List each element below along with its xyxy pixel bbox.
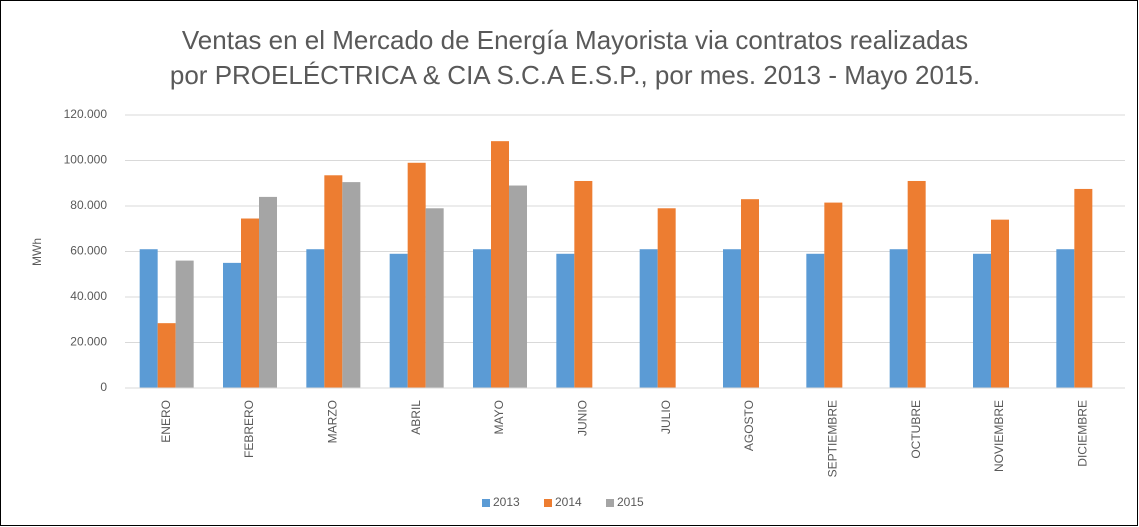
bar: [889, 249, 908, 388]
bar: [723, 249, 741, 388]
y-axis-label: MWh: [30, 238, 44, 266]
bar: [259, 196, 277, 388]
bar: [556, 253, 575, 388]
y-tick-label: 40.000: [70, 289, 107, 303]
chart-title: Ventas en el Mercado de Energía Mayorist…: [182, 25, 968, 55]
x-tick-label: JULIO: [659, 400, 673, 434]
chart-subtitle: por PROELÉCTRICA & CIA S.C.A E.S.P., por…: [170, 60, 980, 90]
y-tick-label: 80.000: [70, 198, 107, 212]
x-tick-label: MAYO: [492, 400, 506, 434]
x-tick-label: FEBRERO: [242, 400, 256, 458]
bar: [407, 162, 426, 388]
x-tick-label: DICIEMBRE: [1076, 400, 1090, 467]
y-tick-label: 20.000: [70, 335, 107, 349]
x-tick-label: OCTUBRE: [909, 400, 923, 459]
legend-label: 2013: [493, 495, 520, 509]
bar: [342, 182, 361, 388]
bar: [473, 249, 491, 388]
bar: [306, 249, 325, 388]
legend-swatch: [606, 499, 614, 507]
bar: [824, 202, 843, 388]
bar: [639, 249, 658, 388]
legend-label: 2014: [555, 495, 582, 509]
bar: [907, 180, 926, 388]
x-tick-label: JUNIO: [576, 400, 590, 436]
bar: [491, 141, 509, 388]
legend-swatch: [482, 499, 490, 507]
x-tick-label: AGOSTO: [742, 400, 756, 451]
bar: [175, 260, 194, 388]
bar: [574, 180, 593, 388]
bar: [806, 253, 825, 388]
y-tick-label: 60.000: [70, 244, 107, 258]
y-tick-label: 0: [100, 380, 107, 394]
bar: [509, 185, 527, 388]
bar: [991, 219, 1009, 388]
bar: [741, 199, 759, 388]
bar: [973, 253, 991, 388]
bar: [1074, 188, 1093, 388]
legend-label: 2015: [617, 495, 644, 509]
bar: [324, 175, 343, 388]
bar: [657, 208, 676, 388]
x-tick-label: ENERO: [159, 400, 173, 443]
bar: [241, 218, 259, 388]
bar: [1056, 249, 1075, 388]
bar: [223, 262, 241, 388]
bar: [425, 208, 444, 388]
x-tick-label: SEPTIEMBRE: [826, 400, 840, 477]
legend-swatch: [544, 499, 552, 507]
x-tick-label: ABRIL: [409, 400, 423, 435]
y-tick-label: 120.000: [64, 107, 108, 121]
bar: [139, 249, 158, 388]
bar: [389, 253, 408, 388]
y-tick-label: 100.000: [64, 153, 108, 167]
x-tick-label: MARZO: [326, 400, 340, 443]
x-tick-label: NOVIEMBRE: [992, 400, 1006, 472]
bar: [157, 323, 176, 388]
